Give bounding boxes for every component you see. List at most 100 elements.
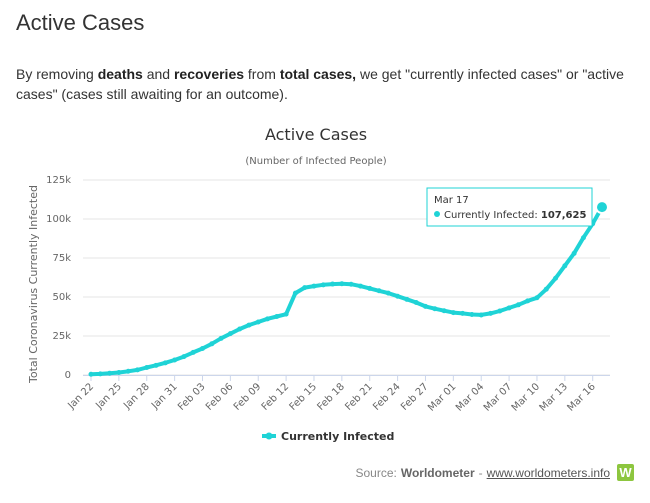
data-point[interactable] — [488, 310, 494, 316]
intro-bold-deaths: deaths — [97, 66, 143, 82]
y-axis-ticks: 0 25k 50k 75k 100k 125k — [46, 175, 71, 381]
data-point[interactable] — [534, 295, 540, 301]
data-point[interactable] — [395, 293, 401, 299]
y-axis-label: Total Coronavirus Currently Infected — [27, 185, 40, 384]
data-point[interactable] — [283, 311, 289, 317]
data-point[interactable] — [580, 235, 586, 241]
chart-subtitle: (Number of Infected People) — [245, 156, 386, 167]
data-point[interactable] — [246, 322, 252, 328]
data-point[interactable] — [385, 290, 391, 296]
data-point[interactable] — [469, 311, 475, 317]
data-point[interactable] — [125, 368, 131, 374]
data-point[interactable] — [292, 290, 298, 296]
source-prefix: Source: — [355, 465, 397, 480]
x-tick-label: Mar 13 — [538, 381, 570, 413]
x-tick-label: Jan 25 — [93, 381, 124, 412]
data-point[interactable] — [209, 341, 215, 347]
data-point[interactable] — [162, 360, 168, 366]
source-name: Worldometer — [400, 465, 475, 480]
tooltip-date: Mar 17 — [434, 195, 469, 206]
legend-marker — [265, 432, 273, 440]
tooltip-series: Currently Infected: 107,625 — [444, 210, 586, 221]
intro-bold-recoveries: recoveries — [173, 66, 245, 82]
data-point[interactable] — [190, 349, 196, 355]
data-point[interactable] — [144, 365, 150, 371]
data-point[interactable] — [497, 308, 503, 314]
data-point[interactable] — [339, 281, 345, 287]
data-point[interactable] — [450, 310, 456, 316]
data-point[interactable] — [199, 345, 205, 351]
x-tick-label: Feb 06 — [204, 381, 236, 413]
data-point[interactable] — [97, 371, 103, 377]
intro-part: and — [142, 66, 174, 82]
data-point[interactable] — [422, 303, 428, 309]
data-point[interactable] — [460, 310, 466, 316]
data-point[interactable] — [218, 335, 224, 341]
data-point[interactable] — [525, 298, 531, 304]
x-tick-label: Feb 18 — [315, 381, 347, 413]
data-point[interactable] — [274, 314, 280, 319]
tooltip-value: 107,625 — [541, 210, 587, 221]
data-point[interactable] — [153, 362, 159, 368]
x-tick-label: Feb 27 — [399, 381, 431, 413]
data-point[interactable] — [107, 370, 113, 376]
x-tick-label: Mar 10 — [510, 381, 542, 413]
data-point[interactable] — [265, 316, 271, 322]
x-tick-label: Feb 03 — [176, 381, 208, 413]
source-link[interactable]: www.worldometers.info — [486, 465, 610, 480]
data-point[interactable] — [478, 312, 484, 318]
data-point[interactable] — [320, 282, 326, 288]
legend-label[interactable]: Currently Infected — [281, 430, 394, 443]
y-tick-label: 100k — [46, 214, 71, 225]
data-point[interactable] — [506, 305, 512, 311]
data-point[interactable] — [172, 357, 178, 363]
legend[interactable]: Currently Infected — [262, 430, 394, 443]
intro-part: from — [244, 66, 280, 82]
data-point[interactable] — [227, 331, 233, 337]
data-point[interactable] — [237, 326, 243, 332]
data-point[interactable] — [367, 285, 373, 291]
x-tick-label: Mar 01 — [426, 381, 458, 413]
intro-bold-total-cases: total cases, — [279, 66, 357, 82]
intro-text: By removing deaths and recoveries from t… — [16, 64, 636, 104]
worldometer-logo-icon[interactable]: W — [617, 464, 634, 481]
x-tick-label: Mar 07 — [482, 381, 514, 413]
highlighted-data-point[interactable] — [595, 200, 609, 215]
data-point[interactable] — [553, 275, 559, 281]
data-point[interactable] — [88, 371, 94, 377]
y-tick-label: 0 — [65, 370, 71, 381]
tooltip-series-marker — [434, 211, 440, 217]
source-separator: - — [478, 465, 483, 480]
data-point[interactable] — [432, 306, 438, 312]
data-point[interactable] — [562, 263, 568, 269]
data-point[interactable] — [413, 299, 419, 305]
tooltip: Mar 17 Currently Infected: 107,625 — [426, 187, 593, 227]
y-tick-label: 125k — [46, 175, 71, 186]
data-point[interactable] — [134, 367, 140, 373]
grid-lines — [83, 179, 610, 376]
data-point[interactable] — [181, 354, 187, 360]
data-point[interactable] — [376, 288, 382, 294]
intro-part: we get "currently infected cases" or "ac… — [16, 66, 624, 102]
series-line — [89, 205, 604, 377]
data-point[interactable] — [116, 370, 122, 376]
y-tick-label: 50k — [52, 292, 71, 303]
data-point[interactable] — [543, 286, 549, 292]
data-point[interactable] — [515, 302, 521, 308]
data-point[interactable] — [348, 281, 354, 287]
data-point[interactable] — [255, 319, 261, 325]
tooltip-series-label: Currently Infected: — [444, 210, 538, 221]
data-point[interactable] — [404, 296, 410, 302]
x-tick-label: Mar 16 — [565, 381, 597, 413]
series-currently-infected[interactable] — [88, 200, 609, 377]
source-credit: Source: Worldometer - www.worldometers.i… — [355, 464, 634, 481]
data-point[interactable] — [441, 308, 447, 314]
page-heading: Active Cases — [16, 10, 145, 35]
data-point[interactable] — [302, 285, 308, 291]
x-tick-label: Jan 22 — [65, 381, 96, 412]
data-point[interactable] — [330, 281, 336, 287]
x-tick-label: Feb 24 — [371, 381, 403, 413]
data-point[interactable] — [311, 283, 317, 289]
data-point[interactable] — [571, 250, 577, 256]
data-point[interactable] — [357, 283, 363, 289]
